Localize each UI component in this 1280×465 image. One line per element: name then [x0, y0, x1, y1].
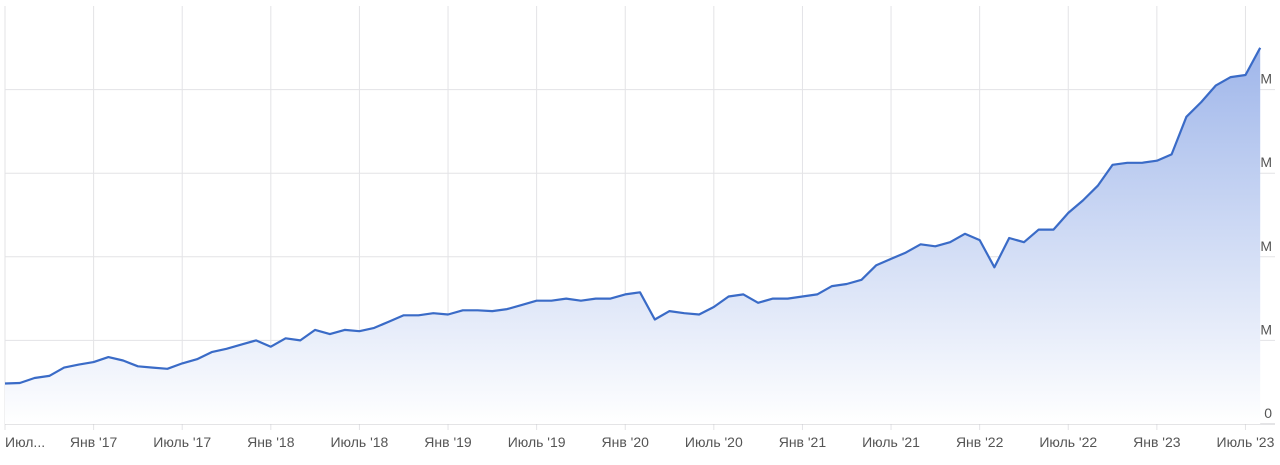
x-tick-label: Янв '23 [1133, 434, 1181, 450]
x-tick-label: Июль '17 [153, 434, 211, 450]
x-tick-label: Июль '22 [1039, 434, 1097, 450]
x-tick-label: Янв '18 [247, 434, 295, 450]
x-tick-label: Янв '21 [779, 434, 827, 450]
x-tick-label: Янв '19 [424, 434, 472, 450]
x-tick-label: Янв '22 [956, 434, 1004, 450]
area-fill [5, 47, 1261, 425]
x-tick-label: Янв '20 [602, 434, 650, 450]
x-tick-label: Июль '19 [508, 434, 566, 450]
y-tick-label: 0 [1264, 405, 1272, 421]
x-tick-label: Июль '23 [1217, 434, 1275, 450]
x-tick-label: Июль '18 [330, 434, 388, 450]
x-tick-label: Июль '21 [862, 434, 920, 450]
x-tick-label: Июль '20 [685, 434, 743, 450]
x-tick-label: Июл... [5, 434, 45, 450]
x-tick-label: Янв '17 [70, 434, 118, 450]
line [4, 47, 1262, 385]
